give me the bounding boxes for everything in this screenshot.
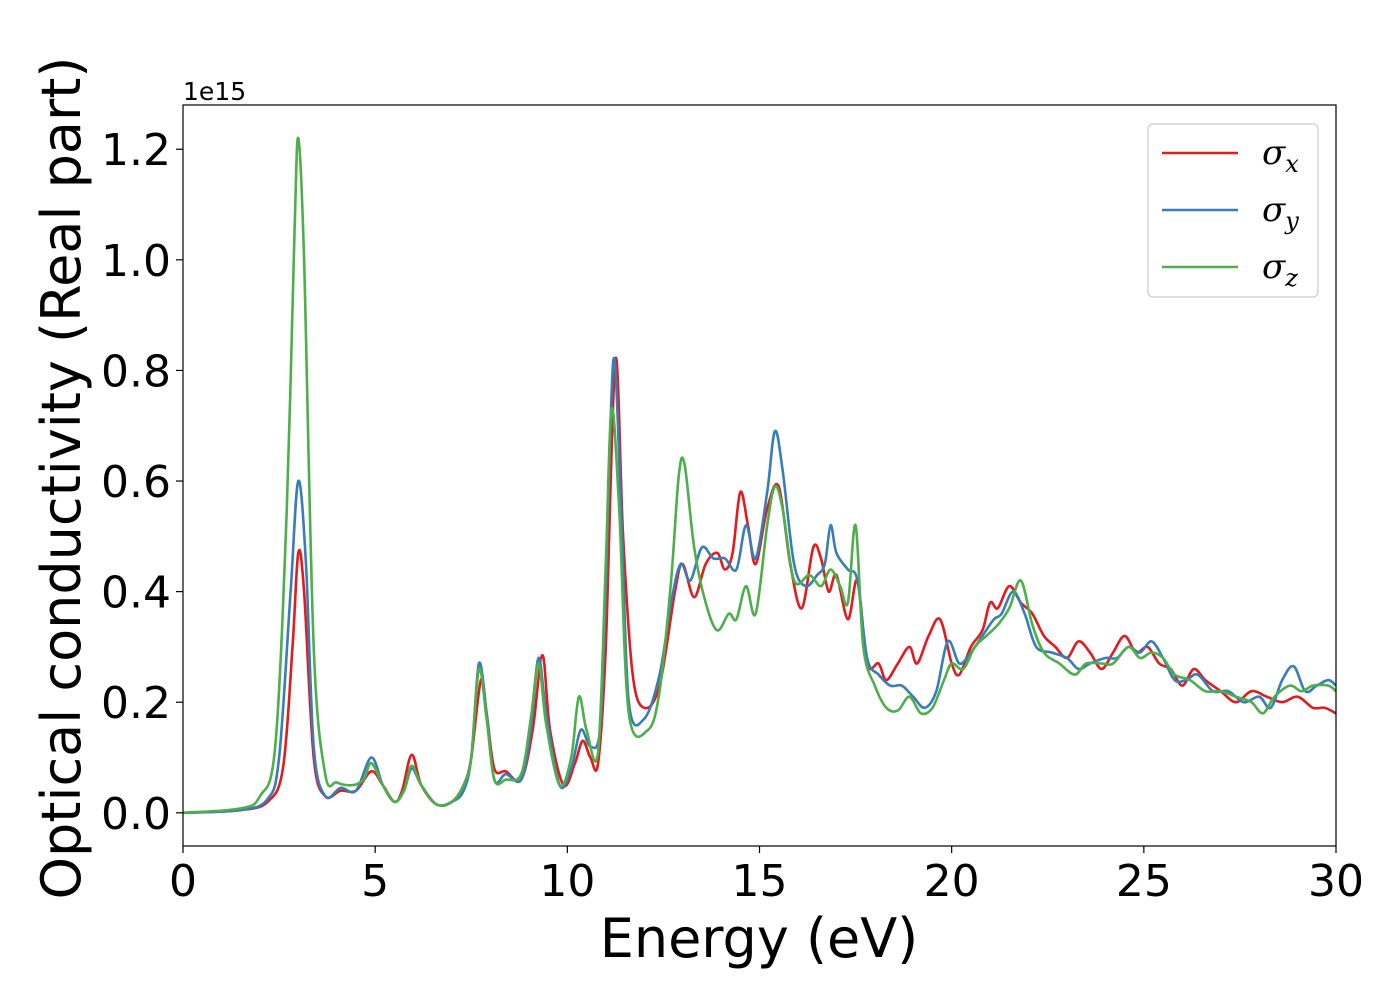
y-tick-label: 0.4 bbox=[101, 568, 171, 619]
x-tick-label: 15 bbox=[732, 856, 788, 907]
x-tick-label: 20 bbox=[924, 856, 980, 907]
y-axis-ticks: 0.0 0.2 0.4 0.6 0.8 1.0 1.2 bbox=[101, 125, 183, 840]
y-axis-label: Optical conductivity (Real part) bbox=[30, 57, 93, 900]
y-offset-text: 1e15 bbox=[183, 77, 246, 106]
y-tick-label: 0.8 bbox=[101, 346, 171, 397]
y-tick-label: 0.2 bbox=[101, 678, 171, 729]
x-tick-label: 5 bbox=[361, 856, 389, 907]
y-tick-label: 1.2 bbox=[101, 125, 171, 176]
y-tick-label: 0.0 bbox=[101, 789, 171, 840]
x-tick-label: 30 bbox=[1308, 856, 1364, 907]
y-tick-label: 0.6 bbox=[101, 457, 171, 508]
x-tick-label: 0 bbox=[169, 856, 197, 907]
legend-label-z: σz bbox=[1262, 247, 1298, 292]
x-axis-ticks: 0 5 10 15 20 25 30 bbox=[169, 846, 1364, 907]
x-axis-label: Energy (eV) bbox=[600, 907, 919, 970]
series-line-z bbox=[183, 136, 1336, 815]
y-tick-label: 1.0 bbox=[101, 236, 171, 287]
x-tick-label: 10 bbox=[539, 856, 595, 907]
series-layer bbox=[183, 136, 1336, 815]
x-tick-label: 25 bbox=[1116, 856, 1172, 907]
